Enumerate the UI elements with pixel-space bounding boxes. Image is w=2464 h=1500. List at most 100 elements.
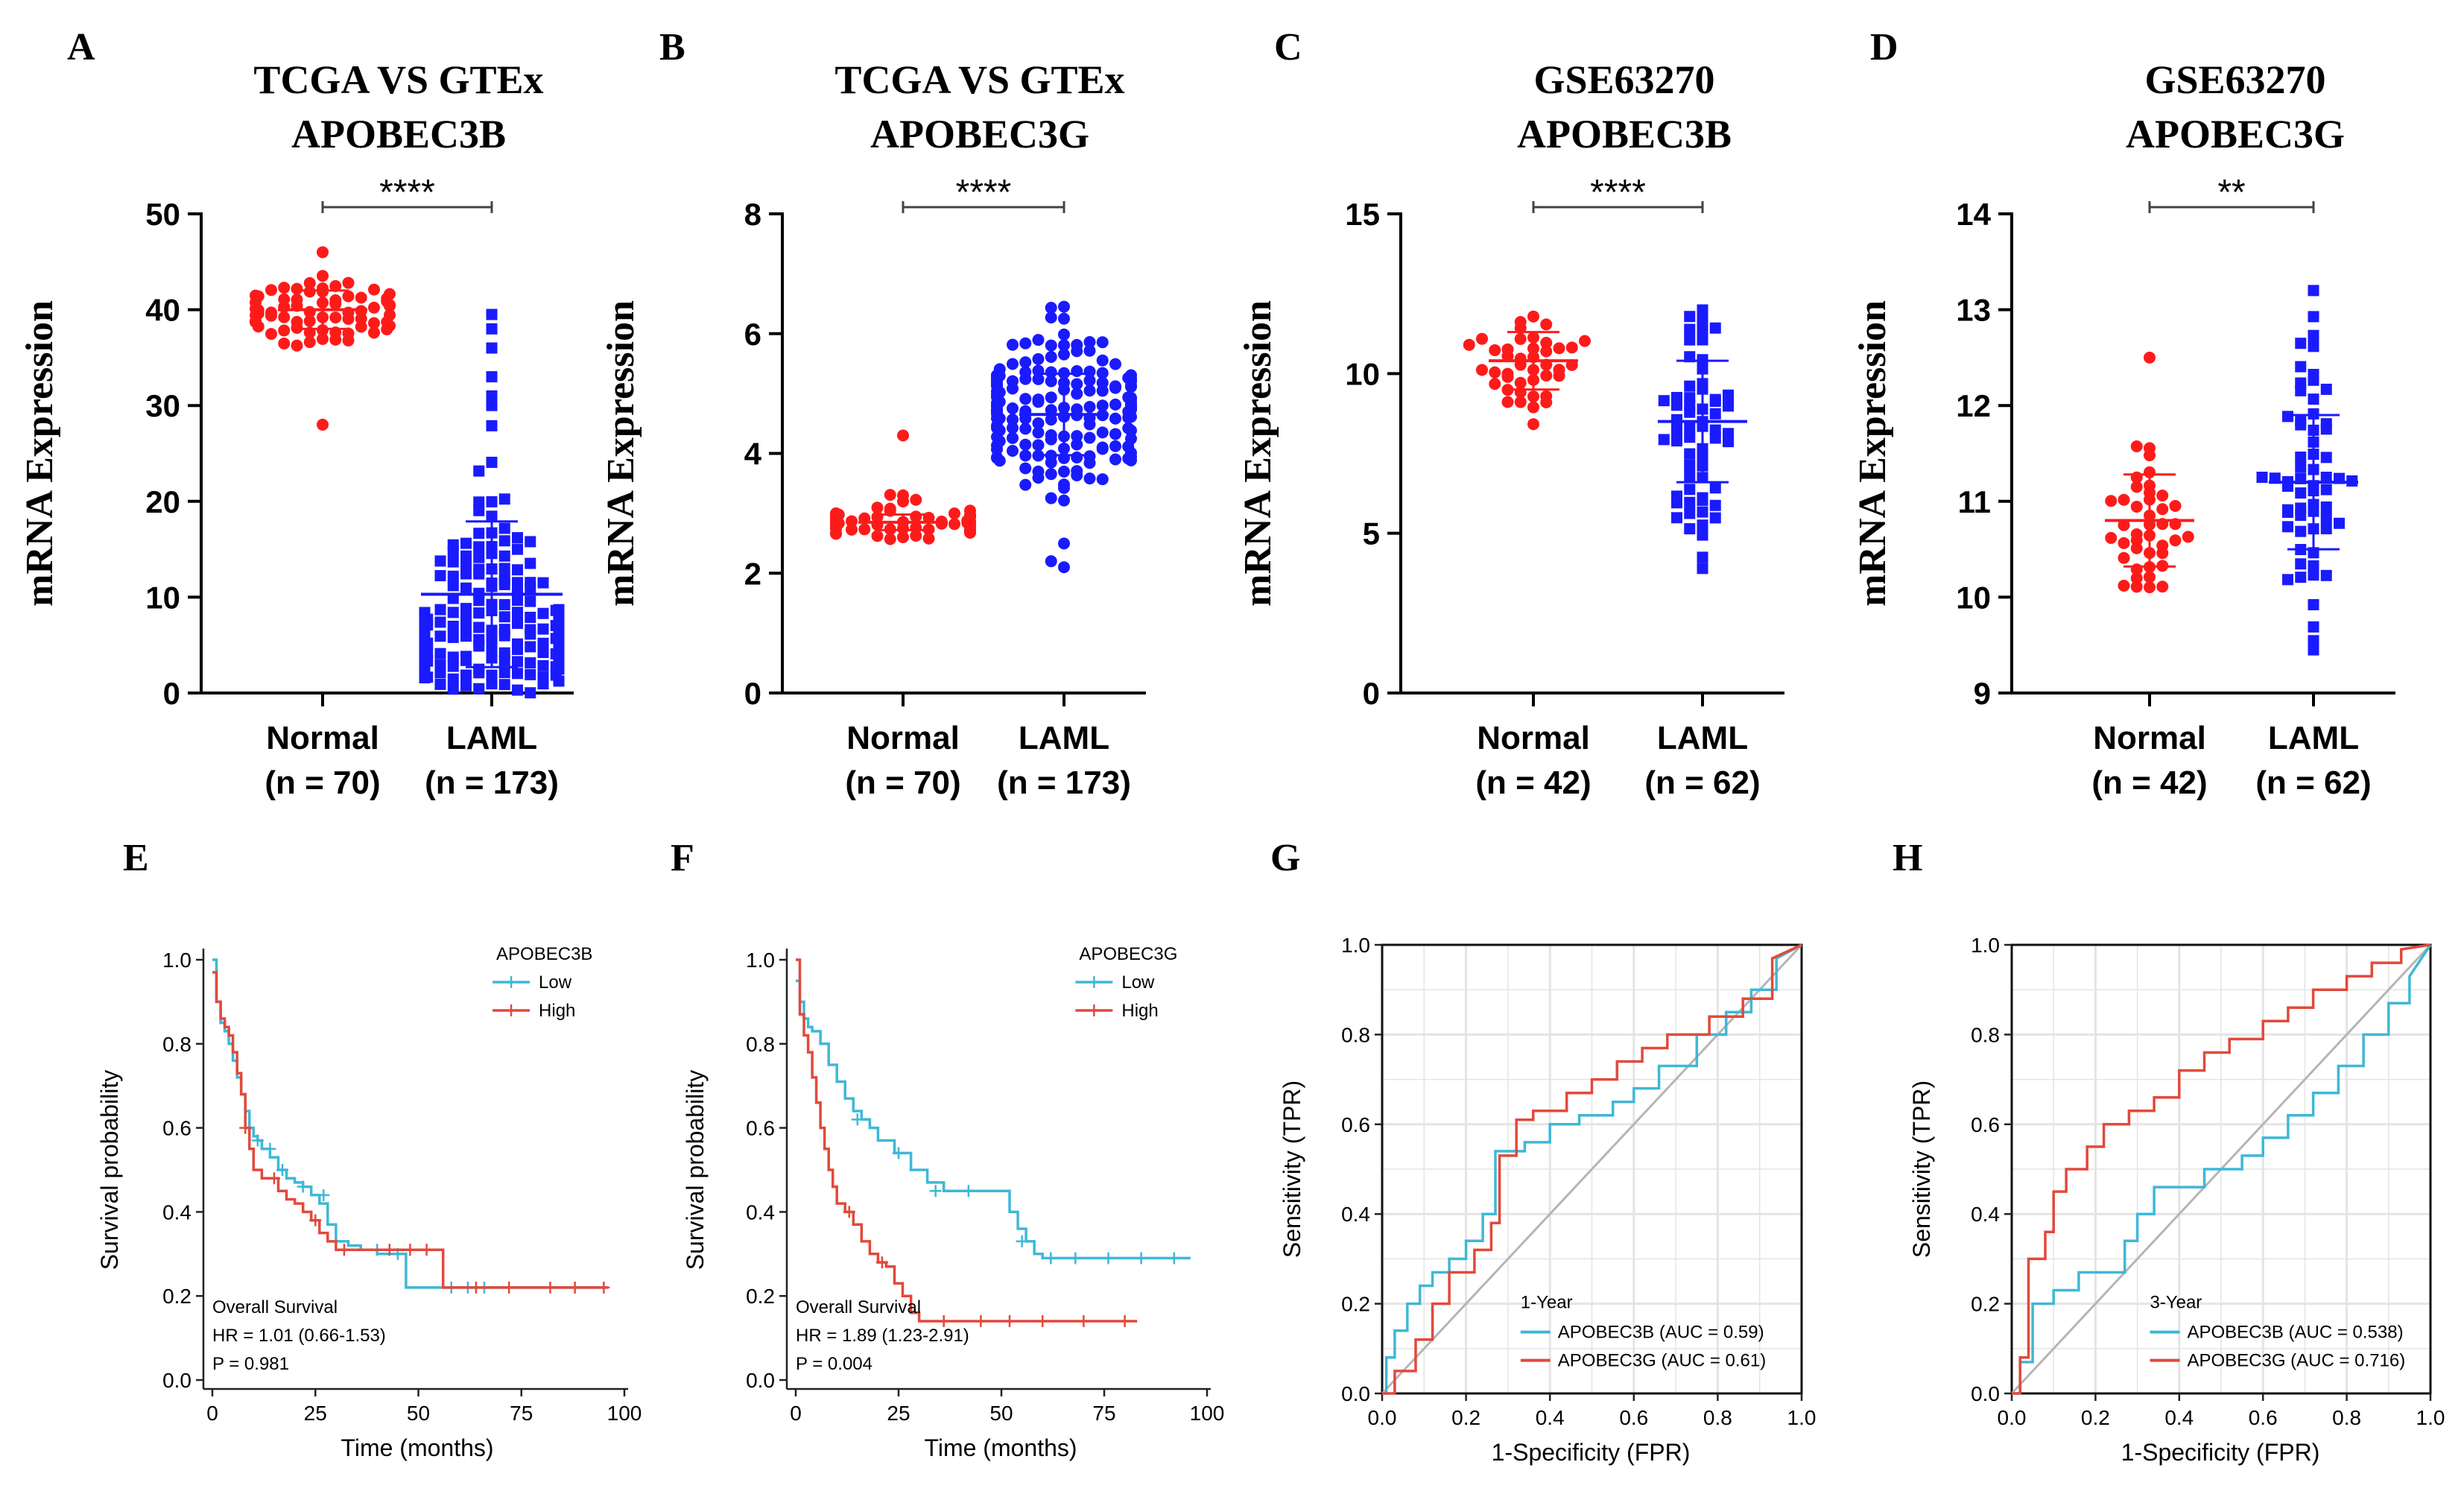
censor-mark bbox=[1069, 1252, 1082, 1265]
data-point bbox=[250, 289, 262, 302]
data-point bbox=[1697, 323, 1708, 335]
data-point bbox=[1697, 492, 1708, 504]
data-point bbox=[1514, 352, 1527, 365]
y-axis-label: Sensitivity (TPR) bbox=[1908, 1080, 1935, 1258]
x-tick-label: 0.4 bbox=[1536, 1406, 1565, 1429]
data-point bbox=[1684, 496, 1696, 508]
data-point bbox=[2308, 285, 2319, 297]
data-point bbox=[512, 617, 523, 629]
data-point bbox=[434, 604, 446, 615]
data-point bbox=[1083, 385, 1096, 397]
censor-mark bbox=[929, 1185, 942, 1197]
data-point bbox=[991, 420, 1003, 432]
y-tick-label: 0.6 bbox=[746, 1117, 775, 1140]
data-point bbox=[537, 647, 549, 659]
data-point bbox=[1723, 389, 1734, 401]
x-tick-label: 25 bbox=[887, 1402, 910, 1425]
data-point bbox=[1032, 334, 1045, 346]
data-point bbox=[447, 607, 459, 618]
data-point bbox=[447, 673, 459, 685]
data-point bbox=[419, 672, 431, 684]
data-point bbox=[922, 532, 935, 545]
data-point bbox=[486, 371, 498, 383]
censor-mark bbox=[1102, 1252, 1115, 1265]
data-point bbox=[342, 276, 355, 289]
data-point bbox=[525, 687, 536, 699]
series-line-apobec3b bbox=[1382, 943, 1802, 1395]
data-point bbox=[2308, 560, 2319, 572]
data-point bbox=[1083, 335, 1096, 348]
data-point bbox=[1096, 336, 1109, 349]
data-point bbox=[434, 648, 446, 659]
data-point bbox=[553, 633, 565, 645]
data-point bbox=[525, 657, 536, 669]
data-point bbox=[1553, 342, 1565, 355]
y-tick-label: 14 bbox=[1956, 197, 1991, 232]
data-point bbox=[1684, 523, 1696, 535]
data-point bbox=[1501, 349, 1514, 362]
data-point bbox=[303, 285, 316, 298]
data-point bbox=[278, 293, 291, 306]
data-point bbox=[1032, 352, 1045, 365]
y-tick-label: 0.2 bbox=[162, 1285, 191, 1308]
x-tick-label: 1.0 bbox=[2416, 1406, 2445, 1429]
data-point bbox=[1045, 375, 1057, 387]
data-point bbox=[1671, 490, 1682, 502]
data-point bbox=[1007, 422, 1019, 434]
y-tick-label: 0.8 bbox=[746, 1033, 775, 1056]
data-point bbox=[1045, 456, 1057, 469]
data-point bbox=[537, 678, 549, 690]
y-tick-label: 0.6 bbox=[162, 1117, 191, 1140]
data-point bbox=[2144, 581, 2156, 594]
y-tick-label: 0.2 bbox=[746, 1285, 775, 1308]
data-point bbox=[291, 282, 303, 295]
data-point bbox=[473, 496, 485, 508]
legend-title: 3-Year bbox=[2150, 1293, 2202, 1313]
data-point bbox=[1476, 332, 1488, 345]
data-point bbox=[1007, 382, 1019, 395]
data-point bbox=[1527, 390, 1539, 403]
censor-mark bbox=[937, 1315, 950, 1328]
y-tick-label: 30 bbox=[145, 388, 180, 423]
data-point bbox=[2156, 503, 2169, 516]
panel-letter: A bbox=[67, 26, 95, 69]
data-point bbox=[1071, 387, 1083, 400]
data-point bbox=[991, 408, 1003, 420]
x-tick-label: 25 bbox=[304, 1402, 327, 1425]
censor-mark bbox=[1168, 1252, 1180, 1265]
data-point bbox=[1058, 339, 1070, 352]
data-point bbox=[1684, 406, 1696, 418]
y-tick-label: 0.8 bbox=[1971, 1023, 2000, 1046]
data-point bbox=[1096, 367, 1109, 379]
data-point bbox=[846, 523, 858, 536]
y-tick-label: 12 bbox=[1956, 388, 1991, 423]
data-point bbox=[2144, 351, 2156, 364]
data-point bbox=[1019, 449, 1032, 462]
data-point bbox=[473, 640, 485, 652]
chart-title-line2: APOBEC3G bbox=[2126, 112, 2345, 156]
data-point bbox=[317, 270, 329, 282]
censor-mark bbox=[1118, 1315, 1131, 1328]
data-point bbox=[486, 399, 498, 411]
censor-mark bbox=[404, 1244, 417, 1256]
censor-mark bbox=[239, 1121, 252, 1134]
data-point bbox=[1007, 338, 1019, 351]
data-point bbox=[1083, 374, 1096, 387]
data-point bbox=[1684, 422, 1696, 434]
x-tick-label: 0.2 bbox=[2081, 1406, 2110, 1429]
data-point bbox=[512, 586, 523, 598]
data-point bbox=[2295, 361, 2307, 373]
data-point bbox=[2130, 481, 2143, 493]
data-point bbox=[2156, 547, 2169, 560]
censor-mark bbox=[851, 1113, 864, 1126]
data-point bbox=[1045, 468, 1057, 481]
data-point bbox=[2118, 580, 2130, 592]
data-point bbox=[434, 570, 446, 582]
data-point bbox=[1527, 310, 1539, 323]
data-point bbox=[1527, 401, 1539, 414]
legend-label: APOBEC3G (AUC = 0.61) bbox=[1558, 1351, 1766, 1371]
data-point bbox=[1045, 351, 1057, 364]
data-point bbox=[250, 303, 262, 315]
data-point bbox=[1096, 354, 1109, 367]
series-line-apobec3g bbox=[1382, 943, 1802, 1395]
